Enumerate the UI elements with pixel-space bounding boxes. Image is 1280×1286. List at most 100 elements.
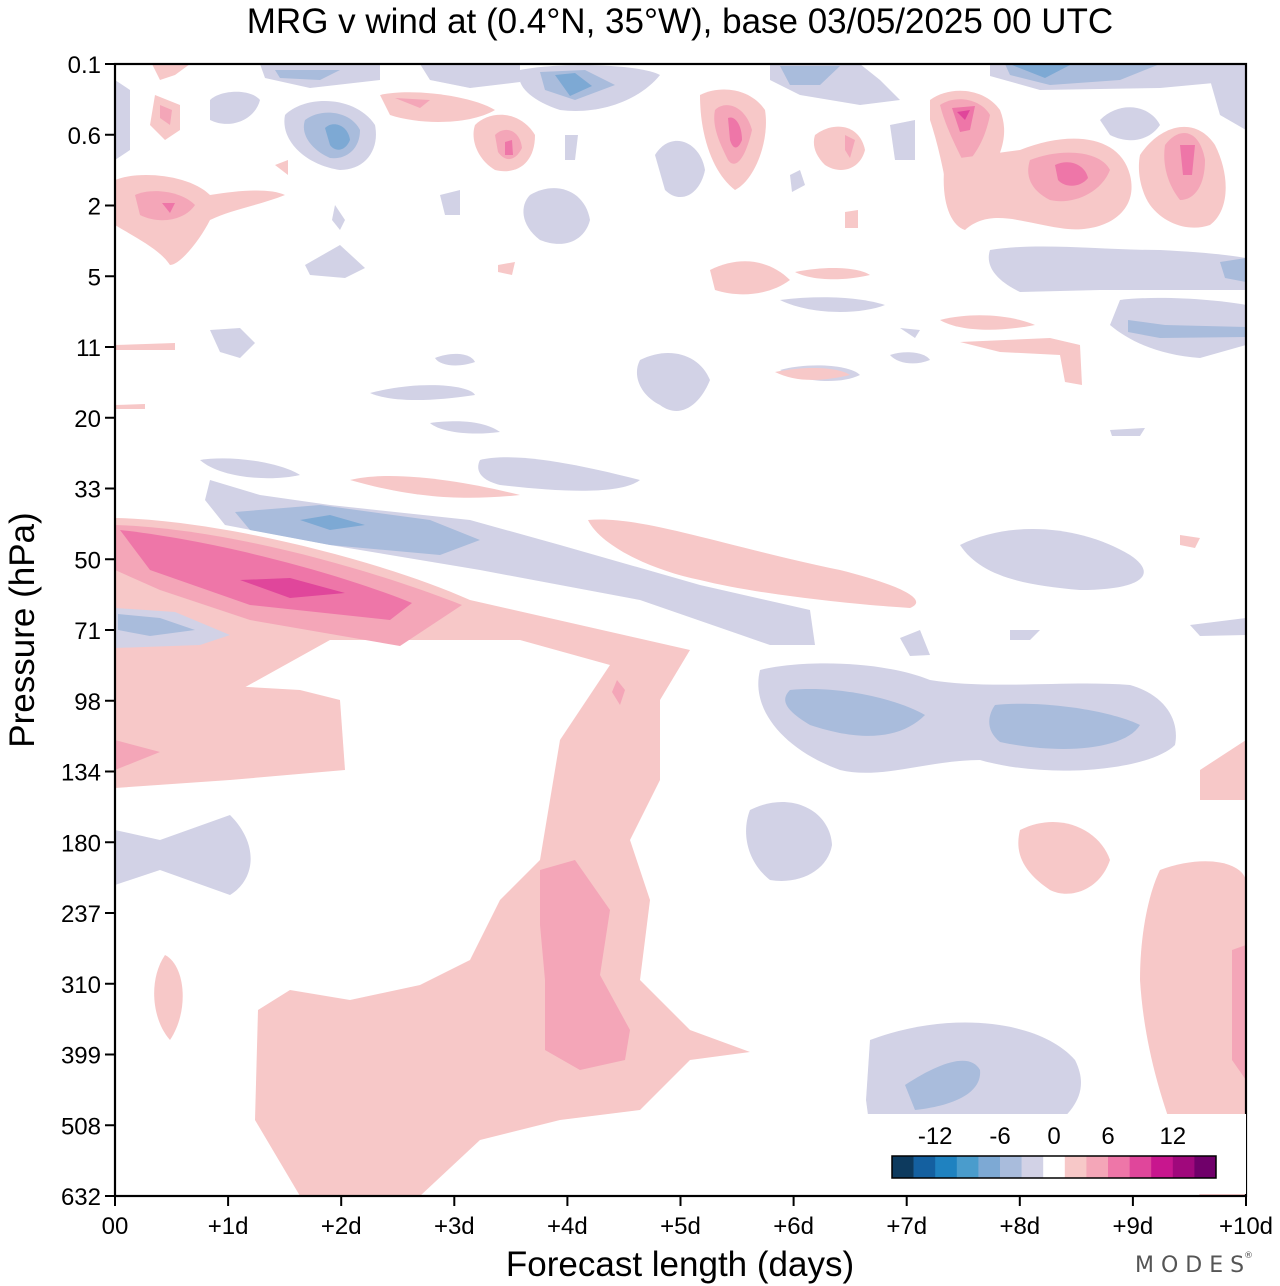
y-tick-label: 237 [61, 901, 101, 928]
y-tick-label: 71 [74, 618, 101, 645]
contour-region [395, 98, 430, 108]
contour-region [1100, 107, 1160, 141]
contour-region [636, 352, 710, 411]
y-tick-label: 33 [74, 477, 101, 504]
contour-region [775, 368, 850, 380]
contour-region [240, 578, 345, 598]
colorbar-swatch [1086, 1156, 1109, 1178]
contour-region [275, 70, 340, 80]
contour-region [588, 519, 917, 608]
contour-region [435, 353, 475, 366]
contour-region [115, 404, 145, 409]
y-axis: 0.1 0.6 2 5 11 20 33 50 71 98 134 180 237 310 399 508 63… [61, 52, 115, 1211]
contour-region [1220, 258, 1246, 282]
contour-region [420, 64, 520, 88]
y-tick-label: 0.6 [68, 123, 101, 150]
contour-region [1190, 618, 1246, 636]
colorbar-swatch [1108, 1156, 1130, 1178]
y-tick-label: 508 [61, 1113, 101, 1140]
contour-region [115, 175, 285, 265]
contour-region [940, 315, 1035, 330]
colorbar-background [862, 1114, 1246, 1194]
contour-region [845, 210, 858, 228]
contour-region [565, 135, 578, 160]
contour-region [900, 328, 920, 338]
contour-region [988, 246, 1246, 292]
contour-region [210, 91, 260, 124]
contour-region [1055, 162, 1088, 186]
contour-region [940, 99, 990, 165]
colorbar: -12 -6 0 6 12 [862, 1114, 1246, 1194]
y-tick-label: 0.1 [68, 52, 101, 79]
colorbar-swatch [956, 1156, 979, 1178]
contour-region [210, 328, 255, 358]
contour-region [305, 245, 365, 278]
contour-region [1140, 861, 1246, 1196]
y-tick-label: 11 [76, 335, 101, 362]
y-tick-label: 50 [74, 547, 101, 574]
contour-region [115, 740, 160, 770]
x-tick-label: +2d [321, 1213, 362, 1240]
contour-region [1110, 428, 1145, 436]
contour-region [332, 205, 345, 230]
chart-title: MRG v wind at (0.4°N, 35°W), base 03/05/… [247, 2, 1113, 41]
y-tick-label: 399 [61, 1043, 101, 1070]
contour-region [498, 262, 515, 275]
x-tick-label: +3d [434, 1213, 475, 1240]
contour-region [1210, 64, 1246, 130]
contour-region [1200, 740, 1246, 800]
contour-field [115, 64, 1246, 1196]
contour-region [154, 955, 183, 1040]
contour-region [505, 140, 513, 155]
contour-region [325, 124, 350, 150]
contour-region [957, 110, 970, 120]
colorbar-label: -12 [918, 1123, 953, 1150]
x-tick-label: +5d [660, 1213, 701, 1240]
contour-region [890, 120, 915, 160]
colorbar-label: 12 [1159, 1123, 1186, 1150]
contour-region [728, 117, 742, 148]
contour-region [1232, 945, 1246, 1080]
colorbar-swatch [1194, 1156, 1217, 1178]
y-tick-label: 98 [74, 689, 101, 716]
x-axis-label: Forecast length (days) [506, 1245, 854, 1284]
contour-region [115, 686, 345, 788]
contour-region [555, 73, 592, 96]
colorbar-swatch [1151, 1156, 1174, 1178]
colorbar-frame [891, 1155, 1217, 1179]
contour-region [523, 188, 590, 244]
contour-region [655, 140, 705, 198]
colorbar-swatch [978, 1156, 1001, 1178]
colorbar-swatch [1064, 1156, 1087, 1178]
contour-region [430, 421, 500, 434]
colorbar-label: 0 [1047, 1123, 1060, 1150]
contour-region [989, 703, 1140, 749]
contour-region [710, 261, 790, 295]
contour-region [300, 515, 365, 530]
x-tick-label: +6d [773, 1213, 814, 1240]
x-tick-label: +10d [1219, 1213, 1273, 1240]
x-tick-label: +1d [208, 1213, 249, 1240]
y-tick-label: 2 [88, 194, 101, 221]
y-tick-label: 180 [61, 830, 101, 857]
contour-region [790, 170, 805, 192]
contour-region [115, 343, 175, 350]
contour-region [235, 505, 480, 555]
contour-region [905, 1060, 981, 1110]
x-tick-label: +9d [1113, 1213, 1154, 1240]
contour-region [813, 126, 865, 170]
colorbar-label: 6 [1101, 1123, 1114, 1150]
contour-region [900, 630, 930, 656]
contour-region [380, 92, 495, 122]
brand-logo: MODES [1135, 1253, 1251, 1278]
colorbar-swatch [1129, 1156, 1152, 1178]
x-tick-label: +7d [886, 1213, 927, 1240]
contour-region [746, 802, 832, 881]
contour-region [785, 689, 925, 736]
contour-region [1010, 630, 1040, 640]
contour-region [115, 815, 251, 895]
colorbar-swatch [1043, 1156, 1066, 1178]
colorbar-swatch [892, 1156, 914, 1178]
colorbar-label: -6 [989, 1123, 1010, 1150]
